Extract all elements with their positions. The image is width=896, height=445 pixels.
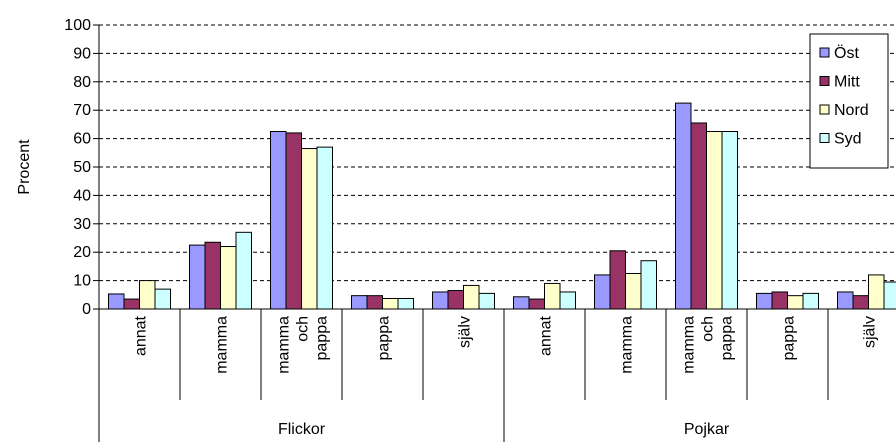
category-label: mamma bbox=[619, 316, 636, 374]
category-label: själv bbox=[862, 316, 879, 348]
y-tick-label: 70 bbox=[73, 102, 91, 119]
bar bbox=[690, 122, 707, 310]
axes: 0 10 20 30 40 50 60 70 80 90 100 bbox=[64, 17, 896, 318]
legend-label: Syd bbox=[834, 131, 862, 148]
bars bbox=[108, 102, 896, 310]
y-tick-label: 10 bbox=[73, 273, 91, 290]
bar bbox=[316, 146, 333, 310]
category-label: och bbox=[700, 316, 717, 342]
bar bbox=[771, 291, 788, 310]
group-label: Flickor bbox=[278, 421, 326, 438]
bar bbox=[513, 296, 530, 310]
legend: Öst Mitt Nord Syd bbox=[809, 33, 889, 169]
category-label: annat bbox=[133, 315, 150, 356]
bar bbox=[220, 246, 237, 310]
bar bbox=[559, 291, 576, 310]
bar bbox=[544, 282, 561, 310]
category-label: mamma bbox=[276, 316, 293, 374]
category-label: pappa bbox=[719, 316, 736, 361]
category-label: pappa bbox=[781, 316, 798, 361]
bar bbox=[837, 291, 854, 310]
y-tick-label: 40 bbox=[73, 187, 91, 204]
legend-swatch bbox=[819, 76, 830, 86]
bar bbox=[868, 274, 885, 310]
bar bbox=[139, 280, 156, 310]
bar bbox=[787, 295, 804, 310]
bar bbox=[366, 295, 383, 310]
bar bbox=[706, 131, 723, 310]
bar bbox=[382, 297, 399, 310]
legend-label: Mitt bbox=[834, 74, 860, 91]
y-axis-label: Procent bbox=[16, 139, 33, 195]
category-label: annat bbox=[538, 315, 555, 356]
bar bbox=[204, 241, 221, 310]
grid-lines bbox=[99, 24, 896, 282]
bar bbox=[721, 131, 738, 310]
y-tick-label: 0 bbox=[82, 301, 91, 318]
bar bbox=[189, 244, 206, 310]
legend-swatch bbox=[819, 104, 830, 115]
bar bbox=[351, 295, 368, 310]
bar bbox=[640, 260, 657, 310]
bar bbox=[108, 293, 125, 310]
category-label: pappa bbox=[314, 316, 331, 361]
legend-label: Nord bbox=[834, 102, 869, 119]
bar bbox=[154, 288, 171, 310]
y-tick-label: 100 bbox=[64, 17, 91, 34]
y-tick-label: 20 bbox=[73, 244, 91, 261]
category-label: och bbox=[295, 316, 312, 342]
bar bbox=[528, 298, 545, 310]
bar bbox=[594, 274, 611, 310]
bar bbox=[447, 290, 464, 310]
y-tick-label: 60 bbox=[73, 131, 91, 148]
y-tick-label: 50 bbox=[73, 159, 91, 176]
bar bbox=[883, 281, 896, 310]
legend-swatch bbox=[819, 133, 830, 143]
group-label: Pojkar bbox=[684, 421, 730, 438]
bar bbox=[463, 284, 480, 310]
bar bbox=[285, 132, 302, 310]
bar bbox=[802, 292, 819, 310]
y-tick-label: 30 bbox=[73, 216, 91, 233]
bar bbox=[625, 273, 642, 310]
bar bbox=[852, 295, 869, 310]
bar bbox=[397, 297, 414, 310]
bar bbox=[270, 131, 287, 310]
category-label: pappa bbox=[376, 316, 393, 361]
bar bbox=[235, 231, 252, 310]
bar bbox=[301, 148, 318, 310]
category-label: mamma bbox=[214, 316, 231, 374]
y-tick-label: 90 bbox=[73, 45, 91, 62]
category-labels: annat mamma mamma och pappa pappa självFlickor… bbox=[98, 309, 879, 442]
legend-swatch bbox=[819, 47, 830, 58]
bar bbox=[675, 102, 692, 310]
bar bbox=[432, 291, 449, 310]
bar bbox=[609, 250, 626, 310]
legend-label: Öst bbox=[834, 44, 859, 62]
bar bbox=[123, 298, 140, 310]
bar bbox=[478, 292, 495, 310]
bar bbox=[756, 292, 773, 310]
category-label: själv bbox=[457, 316, 474, 348]
y-tick-label: 80 bbox=[73, 74, 91, 91]
category-label: mamma bbox=[681, 316, 698, 374]
